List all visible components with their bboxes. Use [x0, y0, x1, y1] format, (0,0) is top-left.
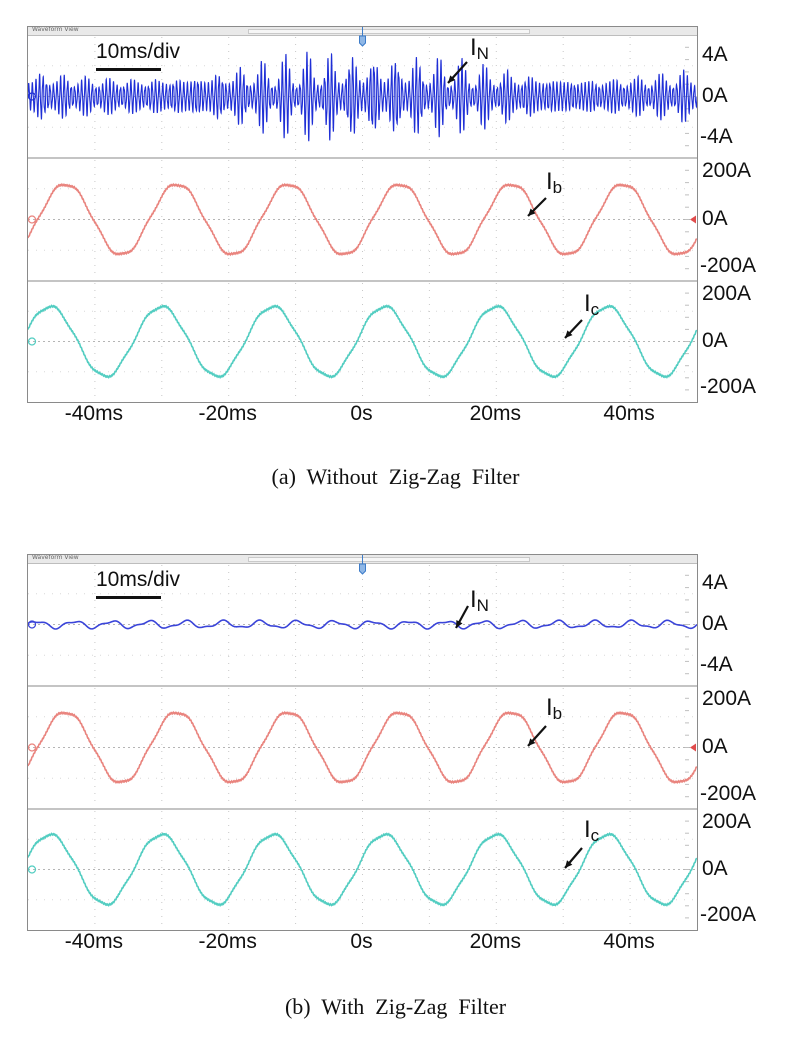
scope-a: Waveform View: [27, 26, 698, 403]
y-tick-label: 0A: [702, 856, 728, 880]
y-tick-label: 0A: [702, 206, 728, 230]
trace-label-main: I: [546, 168, 553, 195]
trigger-level-marker-icon: [690, 215, 696, 224]
trace-label-main: I: [584, 290, 591, 317]
y-tick-label: -4A: [700, 124, 733, 148]
x-tick-label: -20ms: [198, 402, 257, 425]
trace-label-IN: IN: [470, 34, 489, 64]
scale-annotation: 10ms/div: [96, 568, 181, 591]
trace-label-main: I: [584, 816, 591, 843]
trace-label-Ic: Ic: [584, 816, 599, 846]
trigger-level-marker-icon: [690, 743, 696, 752]
y-tick-label: 0A: [702, 734, 728, 758]
scope-window-title: Waveform View: [32, 26, 79, 33]
y-tick-label: -200A: [700, 375, 757, 399]
scale-bar: [96, 596, 161, 599]
x-tick-label: 40ms: [603, 402, 655, 425]
waveform-plot-a: [28, 27, 697, 400]
y-tick-label: 200A: [702, 281, 752, 305]
channel-marker-icon: [28, 215, 37, 224]
y-tick-label: 4A: [702, 42, 728, 66]
y-tick-label: -200A: [700, 253, 757, 277]
trace-label-Ib: Ib: [546, 168, 562, 198]
trace-label-Ib: Ib: [546, 694, 562, 724]
trace-label-main: I: [546, 694, 553, 721]
y-tick-label: -4A: [700, 652, 733, 676]
channel-marker-icon: [28, 743, 37, 752]
scope-title-track: [248, 557, 530, 562]
trace-label-sub: N: [476, 44, 489, 63]
channel-marker-icon: [28, 865, 37, 874]
scale-annotation: 10ms/div: [96, 40, 181, 63]
scope-b: Waveform View: [27, 554, 698, 931]
x-tick-label: 0s: [350, 402, 373, 425]
scope-title-track: [248, 29, 530, 34]
y-tick-label: 0A: [702, 328, 728, 352]
x-tick-label: 40ms: [603, 930, 655, 953]
trace-label-sub: c: [590, 300, 600, 319]
series-IN-line: [28, 51, 697, 142]
trace-label-sub: c: [590, 826, 600, 845]
trace-label-main: I: [470, 586, 477, 613]
x-tick-label: -40ms: [64, 402, 124, 425]
y-tick-label: 4A: [702, 570, 728, 594]
y-tick-label: 200A: [702, 809, 752, 833]
caption-a: (a) Without Zig-Zag Filter: [271, 464, 520, 489]
channel-marker-icon: [28, 337, 37, 346]
y-tick-label: 0A: [702, 83, 728, 107]
x-tick-label: -40ms: [64, 930, 124, 953]
trigger-marker-icon: [359, 35, 366, 47]
x-tick-label: -20ms: [198, 930, 257, 953]
series-Ic-line: [28, 831, 697, 908]
channel-marker-icon: [28, 92, 37, 101]
channel-marker-icon: [28, 620, 37, 629]
trace-label-main: I: [470, 34, 477, 61]
x-tick-label: 20ms: [469, 402, 521, 425]
trace-label-sub: b: [552, 178, 563, 197]
series-Ib-line: [28, 710, 697, 785]
trigger-marker-icon: [359, 563, 366, 575]
y-tick-label: 0A: [702, 611, 728, 635]
trace-label-Ic: Ic: [584, 290, 599, 320]
scale-bar: [96, 68, 161, 71]
y-tick-label: 200A: [702, 687, 752, 711]
series-IN-line: [28, 619, 697, 630]
y-tick-label: 200A: [702, 159, 752, 183]
scope-window-title: Waveform View: [32, 554, 79, 561]
y-tick-label: -200A: [700, 903, 757, 927]
x-tick-label: 0s: [350, 930, 373, 953]
trace-label-sub: b: [552, 704, 563, 723]
series-Ib-line: [28, 182, 697, 257]
caption-b: (b) With Zig-Zag Filter: [284, 994, 507, 1019]
waveform-plot-b: [28, 555, 697, 928]
series-Ic-line: [28, 303, 697, 380]
y-tick-label: -200A: [700, 781, 757, 805]
trace-label-IN: IN: [470, 586, 489, 616]
x-tick-label: 20ms: [469, 930, 521, 953]
trace-label-sub: N: [476, 596, 489, 615]
